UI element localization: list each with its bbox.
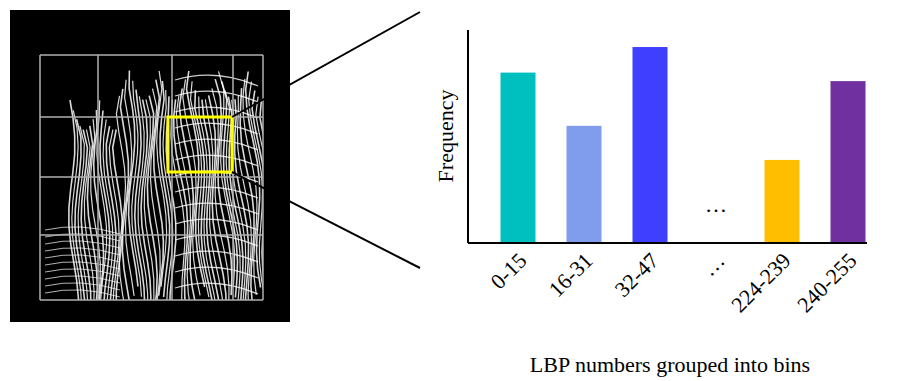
x-tick-label: 0-15 [485, 248, 531, 294]
zoom-line [232, 172, 420, 268]
texture-contour [45, 227, 120, 234]
figure: 0-1516-3132-47……224-239240-255FrequencyL… [0, 0, 904, 381]
texture-contour [45, 276, 120, 283]
texture-contour [175, 219, 258, 230]
image-grid [40, 299, 263, 301]
texture-contour [45, 241, 120, 248]
y-axis-label: Frequency [433, 90, 458, 183]
texture-contour [175, 91, 258, 102]
texture-contour [45, 290, 120, 297]
x-tick-label: … [696, 248, 729, 281]
y-axis [467, 30, 469, 243]
texture-contour [175, 75, 258, 86]
bar [501, 73, 536, 243]
bar [765, 160, 800, 243]
texture-contour [175, 203, 258, 214]
texture-contour [175, 155, 258, 166]
lbp-texture [45, 71, 263, 301]
image-background [10, 10, 290, 322]
texture-stripe [141, 100, 151, 300]
image-grid [40, 176, 263, 178]
x-axis [468, 242, 867, 244]
bar [633, 47, 668, 243]
texture-contour [45, 255, 120, 262]
texture-stripe [151, 89, 161, 300]
image-grid [40, 234, 263, 236]
texture-contour [175, 251, 258, 262]
image-grid [40, 54, 263, 56]
zoom-line [232, 12, 420, 117]
texture-contour [175, 235, 258, 246]
x-tick-label: 224-239 [726, 248, 796, 318]
x-tick-label: 16-31 [544, 248, 598, 302]
bars [501, 47, 866, 243]
texture-contour [45, 262, 120, 269]
x-tick-label: 32-47 [610, 248, 664, 302]
highlight-box [168, 117, 232, 172]
texture-stripe [75, 119, 85, 300]
gap-marker: … [705, 192, 727, 217]
texture-contour [175, 187, 258, 198]
bar [831, 81, 866, 243]
bar [567, 126, 602, 243]
texture-stripe [209, 95, 227, 300]
texture-contour [175, 267, 258, 278]
x-tick-label: 240-255 [792, 248, 862, 318]
texture-contour [45, 269, 120, 276]
texture-contour [45, 283, 120, 290]
texture-contour [45, 248, 120, 255]
texture-contour [175, 139, 258, 150]
x-axis-label: LBP numbers grouped into bins [530, 352, 810, 377]
texture-stripe [157, 71, 167, 287]
texture-contour [175, 283, 258, 294]
texture-contour [175, 123, 258, 134]
lbp-image [10, 10, 290, 346]
